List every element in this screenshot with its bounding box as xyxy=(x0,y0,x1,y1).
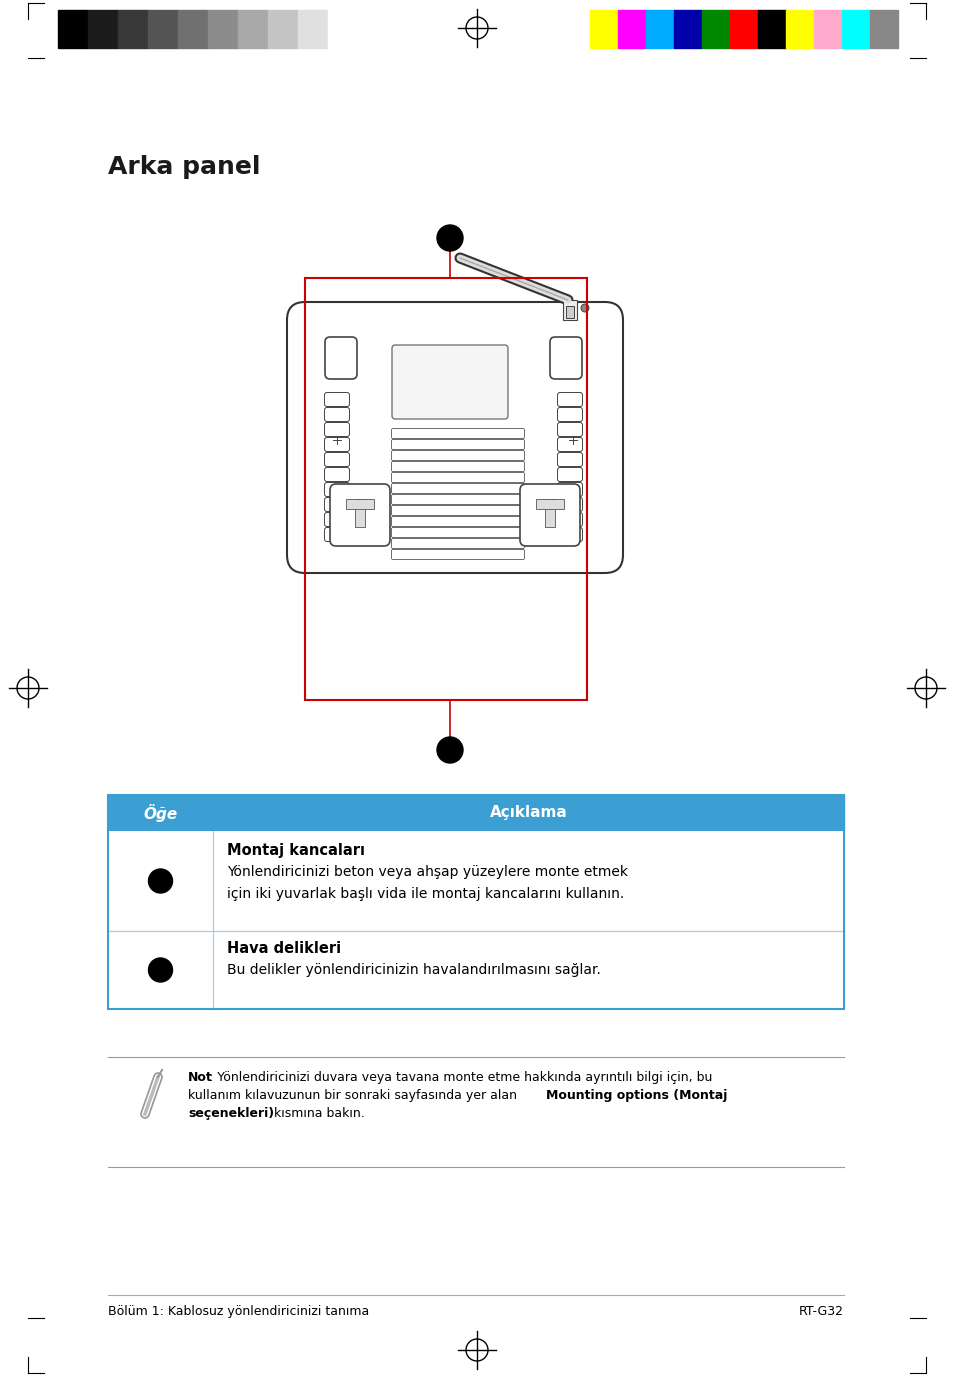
FancyBboxPatch shape xyxy=(391,450,524,461)
Bar xyxy=(88,10,118,48)
FancyBboxPatch shape xyxy=(325,337,356,378)
Circle shape xyxy=(149,958,172,982)
Bar xyxy=(237,10,268,48)
Text: için iki yuvarlak başlı vida ile montaj kancalarını kullanın.: için iki yuvarlak başlı vida ile montaj … xyxy=(227,888,623,901)
FancyBboxPatch shape xyxy=(324,483,349,497)
FancyBboxPatch shape xyxy=(391,516,524,527)
FancyBboxPatch shape xyxy=(391,549,524,560)
FancyBboxPatch shape xyxy=(324,422,349,436)
Text: Yönlendiricinizi beton veya ahşap yüzeylere monte etmek: Yönlendiricinizi beton veya ahşap yüzeyl… xyxy=(227,866,627,879)
Text: Öğe: Öğe xyxy=(143,804,177,821)
Bar xyxy=(346,499,374,509)
FancyBboxPatch shape xyxy=(324,468,349,482)
Bar xyxy=(544,499,555,527)
Bar xyxy=(701,10,729,48)
Bar xyxy=(536,499,563,509)
Bar xyxy=(108,795,843,1009)
Bar xyxy=(758,10,785,48)
FancyBboxPatch shape xyxy=(391,472,524,483)
Bar xyxy=(785,10,813,48)
FancyBboxPatch shape xyxy=(324,392,349,406)
Bar xyxy=(328,10,357,48)
FancyBboxPatch shape xyxy=(330,484,390,546)
FancyBboxPatch shape xyxy=(391,494,524,505)
FancyBboxPatch shape xyxy=(391,439,524,450)
FancyBboxPatch shape xyxy=(324,512,349,527)
Bar xyxy=(813,10,841,48)
Text: Montaj kancaları: Montaj kancaları xyxy=(227,843,365,859)
FancyBboxPatch shape xyxy=(557,453,582,466)
Text: kısmına bakın.: kısmına bakın. xyxy=(270,1108,364,1120)
FancyBboxPatch shape xyxy=(557,438,582,451)
FancyBboxPatch shape xyxy=(550,337,581,378)
FancyBboxPatch shape xyxy=(391,428,524,439)
Bar xyxy=(589,10,618,48)
FancyBboxPatch shape xyxy=(324,527,349,542)
FancyBboxPatch shape xyxy=(557,407,582,421)
FancyBboxPatch shape xyxy=(391,483,524,494)
Text: Bölüm 1: Kablosuz yönlendiricinizi tanıma: Bölüm 1: Kablosuz yönlendiricinizi tanım… xyxy=(108,1304,369,1318)
FancyBboxPatch shape xyxy=(391,461,524,472)
FancyBboxPatch shape xyxy=(324,407,349,421)
FancyBboxPatch shape xyxy=(324,453,349,466)
FancyBboxPatch shape xyxy=(557,512,582,527)
FancyBboxPatch shape xyxy=(324,498,349,512)
FancyBboxPatch shape xyxy=(557,527,582,542)
Text: Not: Not xyxy=(188,1071,213,1084)
Text: Bu delikler yönlendiricinizin havalandırılmasını sağlar.: Bu delikler yönlendiricinizin havalandır… xyxy=(227,963,600,977)
Bar xyxy=(841,10,869,48)
Bar xyxy=(118,10,148,48)
FancyBboxPatch shape xyxy=(324,438,349,451)
Bar xyxy=(108,932,843,1009)
Bar xyxy=(562,300,577,321)
FancyBboxPatch shape xyxy=(557,392,582,406)
FancyBboxPatch shape xyxy=(557,498,582,512)
FancyBboxPatch shape xyxy=(392,345,507,420)
Bar xyxy=(208,10,237,48)
FancyBboxPatch shape xyxy=(519,484,579,546)
FancyBboxPatch shape xyxy=(391,527,524,538)
Text: : Yönlendiricinizi duvara veya tavana monte etme hakkında ayrıntılı bilgi için, : : Yönlendiricinizi duvara veya tavana mo… xyxy=(209,1071,712,1084)
Text: Arka panel: Arka panel xyxy=(108,155,260,179)
Circle shape xyxy=(436,738,462,764)
Text: Hava delikleri: Hava delikleri xyxy=(227,941,341,956)
Bar xyxy=(645,10,673,48)
FancyBboxPatch shape xyxy=(557,468,582,482)
Bar xyxy=(108,795,843,831)
Circle shape xyxy=(565,433,579,447)
Text: RT-G32: RT-G32 xyxy=(799,1304,843,1318)
Bar xyxy=(305,278,586,700)
Bar xyxy=(297,10,328,48)
Bar xyxy=(58,10,88,48)
Bar xyxy=(148,10,178,48)
FancyBboxPatch shape xyxy=(391,505,524,516)
Circle shape xyxy=(436,226,462,250)
Bar xyxy=(673,10,701,48)
Circle shape xyxy=(580,304,588,312)
Bar xyxy=(108,831,843,932)
Bar xyxy=(729,10,758,48)
Text: seçenekleri): seçenekleri) xyxy=(188,1108,274,1120)
Bar xyxy=(565,305,574,318)
Bar xyxy=(618,10,645,48)
FancyBboxPatch shape xyxy=(557,483,582,497)
Bar xyxy=(355,499,365,527)
FancyBboxPatch shape xyxy=(287,301,622,572)
Circle shape xyxy=(330,433,344,447)
FancyBboxPatch shape xyxy=(391,538,524,549)
Text: Mounting options (Montaj: Mounting options (Montaj xyxy=(545,1088,726,1102)
Bar xyxy=(869,10,897,48)
Bar xyxy=(268,10,297,48)
Circle shape xyxy=(149,870,172,893)
FancyBboxPatch shape xyxy=(557,422,582,436)
Bar xyxy=(178,10,208,48)
Text: Açıklama: Açıklama xyxy=(489,805,567,820)
Text: kullanım kılavuzunun bir sonraki sayfasında yer alan: kullanım kılavuzunun bir sonraki sayfası… xyxy=(188,1088,520,1102)
